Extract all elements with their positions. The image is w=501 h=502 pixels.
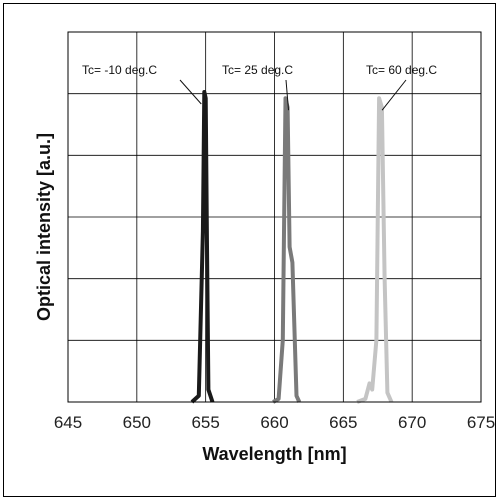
x-tick-labels: 645 650 655 660 665 670 675 [54, 413, 495, 432]
series-annotation: Tc= -10 deg.C [82, 63, 157, 77]
series-line-2 [356, 96, 394, 404]
y-axis-title: Optical intensity [a.u.] [34, 133, 54, 321]
annotation-layer: Tc= -10 deg.C Tc= 25 deg.C Tc= 60 deg.C [82, 63, 437, 111]
x-tick-label: 650 [123, 413, 151, 432]
x-tick-label: 655 [191, 413, 219, 432]
series-layer [190, 90, 394, 404]
grid-layer [68, 32, 481, 402]
plot-area [67, 31, 482, 403]
x-tick-label: 665 [329, 413, 357, 432]
x-axis-title: Wavelength [nm] [202, 444, 346, 464]
series-line-0 [190, 90, 215, 404]
series-annotation: Tc= 60 deg.C [366, 63, 437, 77]
x-tick-label: 645 [54, 413, 82, 432]
annotation-leader [179, 79, 202, 105]
figure-frame [3, 3, 496, 497]
series-line-1 [272, 96, 302, 404]
annotation-leader [381, 79, 407, 111]
x-tick-label: 675 [467, 413, 495, 432]
x-tick-label: 660 [260, 413, 288, 432]
series-annotation: Tc= 25 deg.C [222, 63, 293, 77]
x-tick-label: 670 [398, 413, 426, 432]
annotation-leader [285, 79, 290, 111]
